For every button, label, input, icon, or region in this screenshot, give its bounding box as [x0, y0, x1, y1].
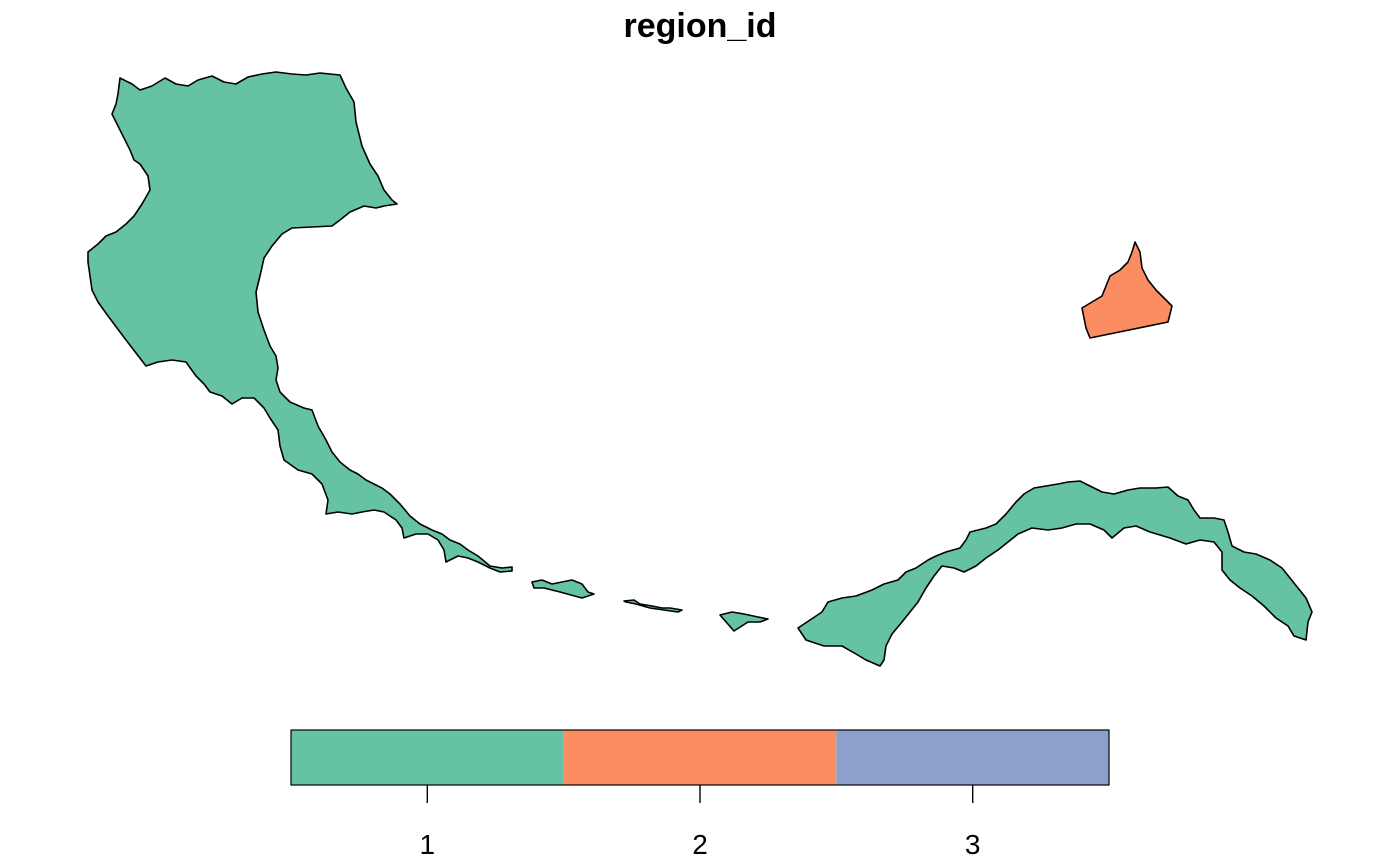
map-title: region_id — [623, 7, 776, 45]
legend-swatch-3 — [836, 730, 1109, 785]
legend-swatch-2 — [563, 730, 837, 785]
region-1-mainland — [87, 71, 513, 573]
region-1-island-b — [623, 599, 683, 613]
region-1-southeast-arc — [797, 480, 1313, 667]
region-1-island-a — [531, 579, 595, 599]
legend-label-1: 1 — [420, 829, 436, 860]
legend: 1 2 3 — [290, 729, 1110, 860]
legend-label-3: 3 — [965, 829, 981, 860]
region-2 — [1081, 241, 1173, 339]
region-2-landmass — [1081, 241, 1173, 339]
region-1 — [87, 71, 1313, 667]
legend-label-2: 2 — [692, 829, 708, 860]
legend-swatch-1 — [291, 730, 564, 785]
region-1-island-c — [719, 611, 769, 632]
